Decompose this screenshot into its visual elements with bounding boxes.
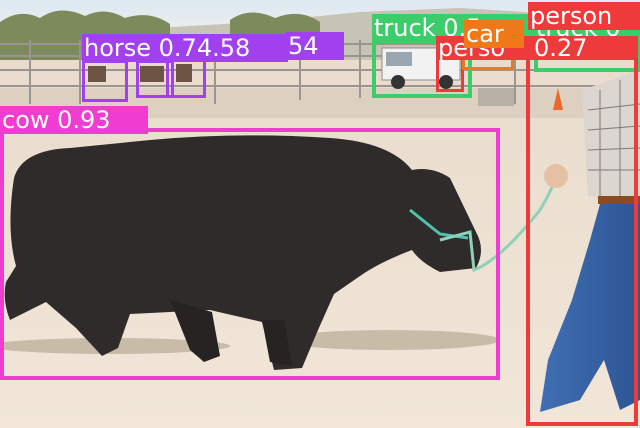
cow-label: cow 0.93 bbox=[0, 106, 148, 134]
horse-box bbox=[166, 58, 206, 98]
person-label: person bbox=[528, 2, 640, 30]
cow-box bbox=[0, 128, 500, 380]
person-box bbox=[526, 28, 638, 426]
horse-label: horse 0.74.58 bbox=[82, 34, 288, 62]
horse-label: 54 bbox=[286, 32, 344, 60]
person-score: 0.27 bbox=[532, 36, 638, 60]
horse-box bbox=[82, 60, 128, 102]
small-table bbox=[478, 88, 514, 106]
cow-shape bbox=[0, 135, 562, 370]
person-shape bbox=[540, 70, 640, 412]
horses bbox=[88, 64, 192, 82]
car-label: car bbox=[464, 20, 524, 48]
traffic-cone bbox=[553, 88, 563, 110]
